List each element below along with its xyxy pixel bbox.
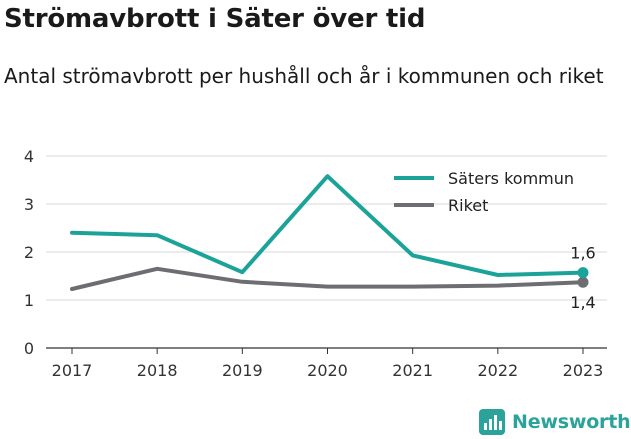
x-tick-label: 2019 (222, 361, 263, 380)
brand-name: Newsworthy (512, 411, 631, 433)
x-tick-label: 2022 (477, 361, 518, 380)
series-end-point (577, 276, 589, 288)
series-end-point (577, 267, 589, 279)
y-tick-label: 4 (24, 147, 34, 166)
legend-label: Säters kommun (448, 169, 574, 188)
x-tick-label: 2017 (52, 361, 93, 380)
chart-title: Strömavbrott i Säter över tid (4, 4, 426, 34)
y-tick-label: 1 (24, 291, 34, 310)
brand-logo: Newsworthy (478, 406, 631, 438)
x-tick-label: 2021 (392, 361, 433, 380)
x-tick-label: 2020 (307, 361, 348, 380)
end-value-label: 1,6 (570, 244, 595, 263)
chart-subtitle: Antal strömavbrott per hushåll och år i … (4, 64, 604, 88)
y-tick-label: 2 (24, 243, 34, 262)
legend-label: Riket (448, 196, 488, 215)
series-line (70, 266, 585, 291)
end-value-label: 1,4 (570, 293, 595, 312)
series-line (70, 174, 585, 277)
y-tick-label: 0 (24, 339, 34, 358)
newsworthy-logo-icon (479, 409, 505, 435)
y-tick-label: 3 (24, 195, 34, 214)
x-tick-label: 2023 (563, 361, 604, 380)
x-tick-label: 2018 (137, 361, 178, 380)
